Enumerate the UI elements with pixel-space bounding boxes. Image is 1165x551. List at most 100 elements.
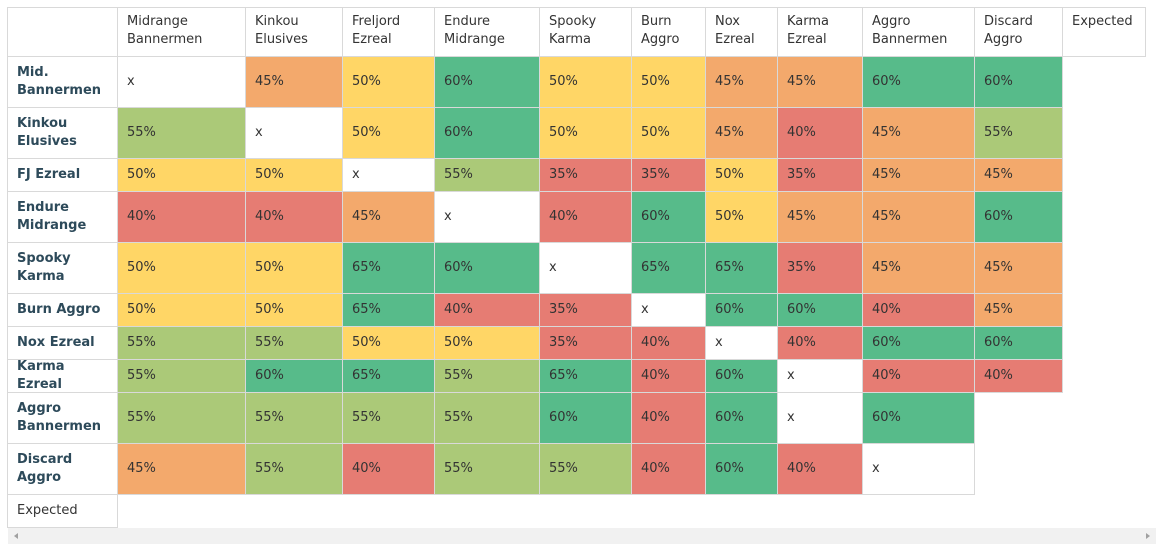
matchup-cell: 50%	[539, 107, 632, 159]
matchup-cell: 60%	[862, 326, 975, 360]
column-header: Kinkou Elusives	[245, 7, 343, 57]
matchup-cell: 40%	[117, 191, 246, 243]
horizontal-scrollbar[interactable]	[8, 528, 1156, 544]
matchup-cell: 50%	[245, 242, 343, 294]
matchup-cell: 60%	[705, 293, 778, 327]
matchup-cell: 35%	[777, 158, 863, 192]
matchup-cell: 65%	[539, 359, 632, 393]
matchup-cell: 40%	[539, 191, 632, 243]
matchup-cell: 45%	[974, 242, 1063, 294]
matchup-cell: 50%	[631, 107, 706, 159]
matchup-cell: x	[342, 158, 435, 192]
matchup-cell: 60%	[539, 392, 632, 444]
matchup-cell: 55%	[245, 326, 343, 360]
matchup-cell: 55%	[434, 359, 540, 393]
matchup-cell: 35%	[539, 158, 632, 192]
matchup-cell: 60%	[974, 191, 1063, 243]
matchup-cell: 60%	[705, 392, 778, 444]
matchup-cell: 50%	[631, 56, 706, 108]
matchup-cell: 55%	[974, 107, 1063, 159]
matchup-cell: 45%	[862, 191, 975, 243]
matchup-cell: 40%	[974, 359, 1063, 393]
row-header: Aggro Bannermen	[7, 392, 118, 444]
row-header: Burn Aggro	[7, 293, 118, 327]
column-header: Burn Aggro	[631, 7, 706, 57]
matchup-cell: 55%	[117, 326, 246, 360]
matchup-cell: x	[862, 443, 975, 495]
matchup-cell: 60%	[974, 326, 1063, 360]
matchup-cell: 40%	[777, 326, 863, 360]
corner-cell	[7, 7, 118, 57]
matchup-cell: 45%	[974, 293, 1063, 327]
matchup-cell: 45%	[342, 191, 435, 243]
matchup-cell: 55%	[245, 392, 343, 444]
matchup-cell: 50%	[245, 293, 343, 327]
row-header: Mid. Bannermen	[7, 56, 118, 108]
matchup-cell: 45%	[245, 56, 343, 108]
matchup-cell: 55%	[342, 392, 435, 444]
matchup-cell: 55%	[117, 392, 246, 444]
matchup-cell: x	[631, 293, 706, 327]
matchup-cell: 60%	[631, 191, 706, 243]
matchup-cell: 60%	[777, 293, 863, 327]
column-header: Midrange Bannermen	[117, 7, 246, 57]
matchup-cell: 45%	[777, 191, 863, 243]
matchup-cell: 60%	[974, 56, 1063, 108]
matchup-cell: 40%	[631, 392, 706, 444]
column-header: Expected	[1062, 7, 1146, 57]
matchup-cell: 65%	[631, 242, 706, 294]
matchup-cell: 55%	[434, 158, 540, 192]
matchup-cell: 50%	[705, 158, 778, 192]
matchup-cell: 35%	[631, 158, 706, 192]
matchup-cell: 65%	[342, 293, 435, 327]
column-header: Karma Ezreal	[777, 7, 863, 57]
scroll-arrows	[14, 533, 1150, 539]
matchup-cell: 45%	[705, 107, 778, 159]
matchup-cell: 60%	[434, 56, 540, 108]
matchup-cell: x	[705, 326, 778, 360]
matchup-cell: 40%	[777, 443, 863, 495]
row-header: Kinkou Elusives	[7, 107, 118, 159]
matchup-cell: 45%	[862, 107, 975, 159]
matchup-cell: 45%	[862, 158, 975, 192]
vertical-scrollbar[interactable]	[1148, 0, 1162, 528]
matchup-cell: 45%	[862, 242, 975, 294]
matchup-cell: 65%	[342, 242, 435, 294]
column-header: Endure Midrange	[434, 7, 540, 57]
matchup-cell: 45%	[974, 158, 1063, 192]
column-header: Nox Ezreal	[705, 7, 778, 57]
column-header: Aggro Bannermen	[862, 7, 975, 57]
matchup-cell: 35%	[539, 326, 632, 360]
matchup-cell: 40%	[631, 443, 706, 495]
row-header: Discard Aggro	[7, 443, 118, 495]
matchup-cell: 50%	[117, 158, 246, 192]
matchup-cell: 50%	[245, 158, 343, 192]
column-header: Freljord Ezreal	[342, 7, 435, 57]
matchup-cell: 50%	[342, 56, 435, 108]
matchup-cell: 50%	[342, 326, 435, 360]
matchup-cell: x	[117, 56, 246, 108]
row-header: Endure Midrange	[7, 191, 118, 243]
matchup-cell: 40%	[245, 191, 343, 243]
row-header: Spooky Karma	[7, 242, 118, 294]
matchup-cell: 55%	[245, 443, 343, 495]
matchup-cell: 40%	[862, 359, 975, 393]
matchup-cell: 50%	[117, 242, 246, 294]
matchup-cell: 55%	[434, 443, 540, 495]
matchup-cell: 50%	[117, 293, 246, 327]
matchup-cell: 60%	[862, 392, 975, 444]
matchup-cell: 55%	[117, 107, 246, 159]
matchup-cell: x	[539, 242, 632, 294]
matchup-cell: 40%	[434, 293, 540, 327]
matchup-cell: 60%	[245, 359, 343, 393]
matchup-cell: 55%	[434, 392, 540, 444]
matchup-cell: x	[777, 359, 863, 393]
matchup-cell: 35%	[539, 293, 632, 327]
matchup-cell: x	[245, 107, 343, 159]
matchup-cell: 65%	[705, 242, 778, 294]
matchup-cell: 60%	[862, 56, 975, 108]
matchup-cell: 60%	[434, 242, 540, 294]
matchup-cell: 35%	[777, 242, 863, 294]
matchup-cell: 40%	[777, 107, 863, 159]
